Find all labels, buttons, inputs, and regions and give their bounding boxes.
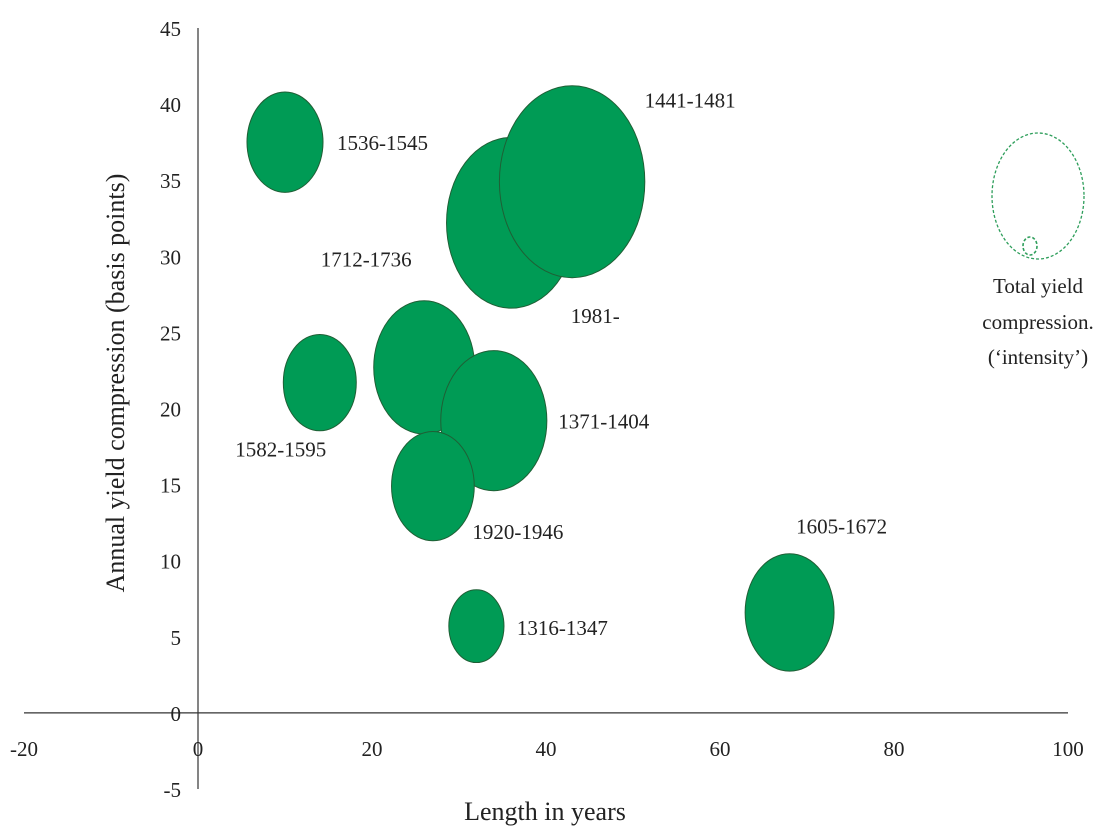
bubble-label-1920-1946: 1920-1946 — [472, 520, 563, 544]
legend-text-line-2: compression. — [982, 310, 1093, 334]
bubble-label-1712-1736: 1712-1736 — [321, 247, 412, 271]
x-tick-label: 40 — [536, 737, 557, 761]
x-tick-label: 60 — [710, 737, 731, 761]
y-tick-label: 15 — [160, 474, 181, 498]
legend: Total yield compression. (‘intensity’) — [982, 132, 1094, 369]
y-tick-label: 30 — [160, 245, 181, 269]
bubble-label-1605-1672: 1605-1672 — [796, 514, 887, 538]
y-tick-label: 35 — [160, 169, 181, 193]
y-tick-label: 0 — [171, 702, 182, 726]
tick-labels: -20 0 20 40 60 80 100 -5 0 5 10 15 20 25 30 35 40 45 — [10, 17, 1084, 802]
bubble-label-1441-1481: 1441-1481 — [645, 89, 736, 113]
x-tick-label: -20 — [10, 737, 38, 761]
y-tick-label: 10 — [160, 550, 181, 574]
bubble-label-1536-1545: 1536-1545 — [337, 131, 428, 155]
bubble-1582-1595 — [282, 333, 357, 432]
bubble-label-1981-: 1981- — [571, 304, 620, 328]
legend-large-circle — [991, 132, 1085, 260]
y-tick-label: 25 — [160, 321, 181, 345]
legend-text-line-1: Total yield — [993, 274, 1084, 298]
y-tick-label: 20 — [160, 398, 181, 422]
bubble-label-1316-1347: 1316-1347 — [517, 616, 608, 640]
x-tick-label: 0 — [193, 737, 204, 761]
legend-text-line-3: (‘intensity’) — [988, 345, 1088, 369]
x-tick-label: 80 — [884, 737, 905, 761]
y-axis-title: Annual yield compression (basis points) — [101, 174, 130, 593]
y-tick-label: 5 — [171, 626, 182, 650]
bubble-label-1371-1404: 1371-1404 — [558, 410, 649, 434]
bubble-label-1582-1595: 1582-1595 — [235, 438, 326, 462]
x-tick-label: 100 — [1052, 737, 1084, 761]
axes — [24, 28, 1068, 789]
bubble-1920-1946 — [391, 431, 475, 542]
x-tick-label: 20 — [362, 737, 383, 761]
bubbles — [246, 85, 835, 672]
y-tick-label: 40 — [160, 93, 181, 117]
bubble-1441-1481 — [498, 85, 646, 279]
bubble-labels: 1536-1545 1981- 1441-1481 1712-1736 1582-159… — [235, 89, 887, 640]
x-axis-title: Length in years — [464, 797, 626, 826]
bubble-1536-1545 — [246, 91, 324, 193]
bubble-1605-1672 — [744, 553, 835, 672]
y-tick-label: 45 — [160, 17, 181, 41]
legend-small-circle — [1022, 236, 1038, 256]
y-tick-label: -5 — [164, 778, 182, 802]
bubble-1316-1347 — [448, 589, 505, 664]
